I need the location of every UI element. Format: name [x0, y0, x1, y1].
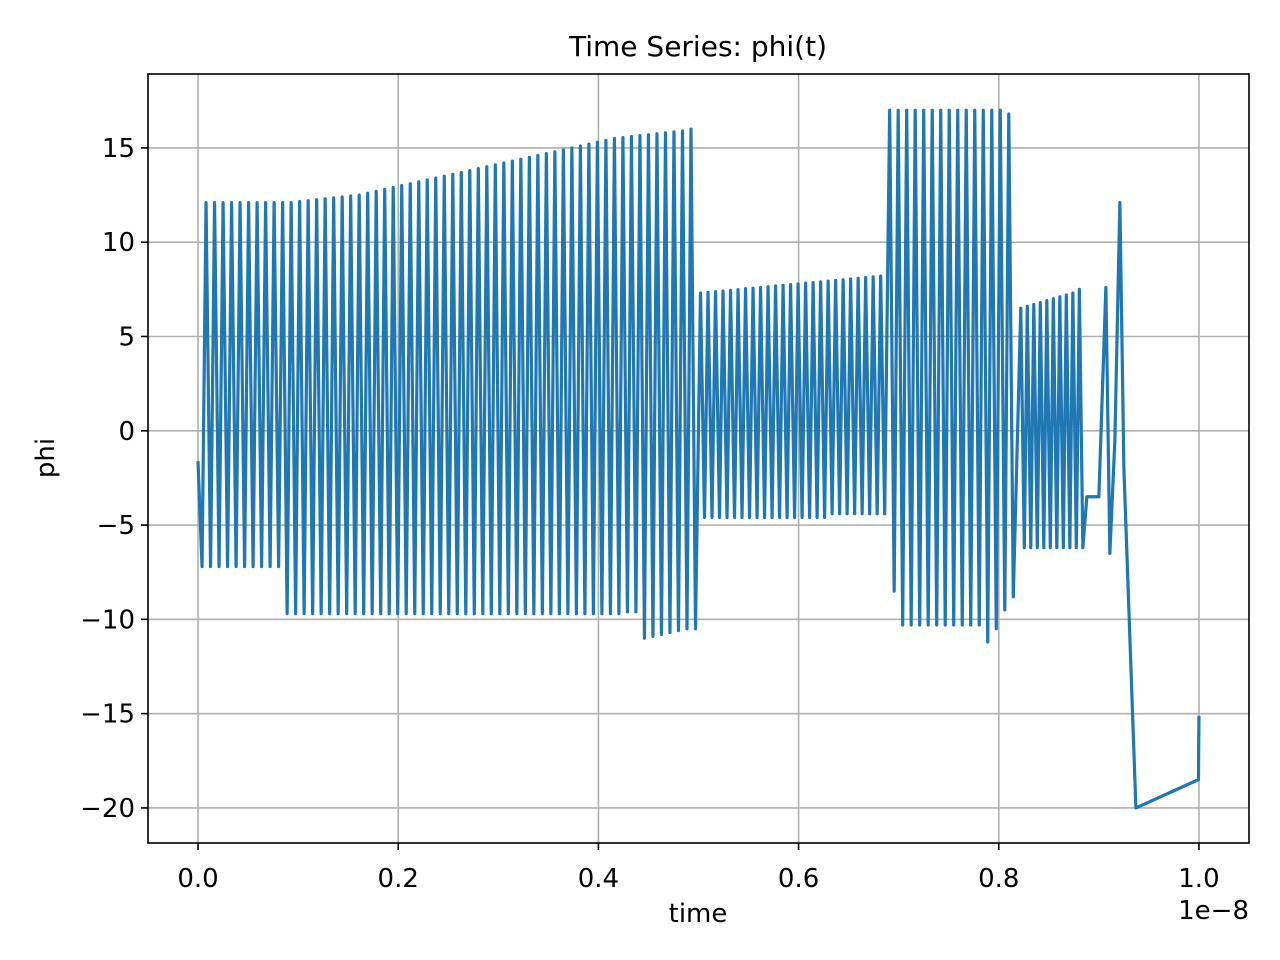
- data-line: [196, 108, 1201, 810]
- y-axis-label: phi: [31, 438, 61, 478]
- x-tick-label: 1.0: [1178, 864, 1219, 894]
- chart-title: Time Series: phi(t): [568, 30, 827, 63]
- y-tick-label: −15: [80, 700, 135, 730]
- x-axis-label: time: [669, 899, 728, 929]
- y-tick-label: 0: [118, 417, 135, 447]
- x-tick-label: 0.2: [378, 864, 419, 894]
- y-tick-label: −20: [80, 794, 135, 824]
- y-tick-label: 10: [102, 228, 135, 258]
- x-tick-label: 0.4: [578, 864, 619, 894]
- y-tick-label: −5: [97, 511, 135, 541]
- x-tick-label: 0.0: [177, 864, 218, 894]
- x-tick-label: 0.6: [778, 864, 819, 894]
- y-tick-label: −10: [80, 605, 135, 635]
- y-tick-label: 15: [102, 134, 135, 164]
- plot-frame: [147, 73, 1250, 844]
- y-tick-label: 5: [118, 322, 135, 352]
- x-tick-label: 0.8: [978, 864, 1019, 894]
- x-offset-label: 1e−8: [1178, 896, 1249, 926]
